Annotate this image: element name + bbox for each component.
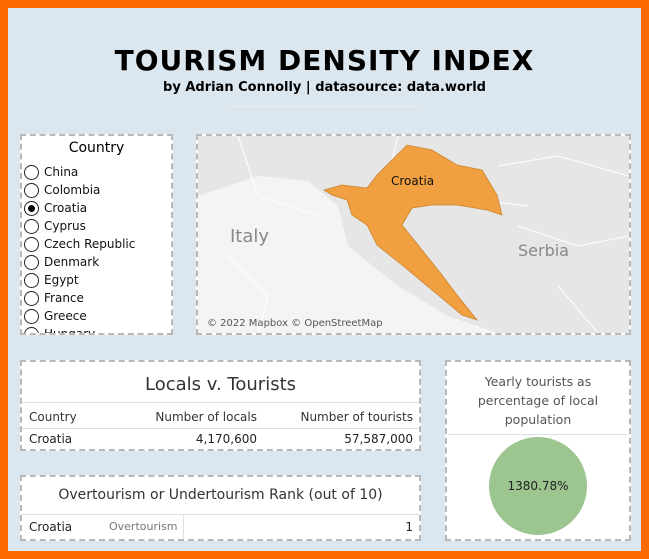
divider [230,106,420,107]
filter-title: Country [68,140,125,156]
pie-title: Yearly tourists as percentage of local p… [477,374,599,427]
rank-title: Overtourism or Undertourism Rank (out of… [58,487,383,503]
radio-label: France [44,291,84,305]
radio-button[interactable] [24,237,39,252]
radio-label: Czech Republic [44,237,136,251]
radio-label: Cyprus [44,219,86,233]
radio-option[interactable]: Czech Republic [24,236,164,254]
radio-button[interactable] [24,255,39,270]
radio-button[interactable] [24,309,39,324]
table-cell: 4,170,600 [195,432,257,446]
map-panel: Croatia Italy Serbia © 2022 Mapbox © Ope… [196,134,631,335]
radio-button[interactable] [24,165,39,180]
rule [22,402,419,403]
rule [183,515,184,539]
rank-cell: 1 [405,520,413,534]
radio-button[interactable] [24,201,39,216]
column-header: Country [29,410,77,424]
rule [447,434,629,435]
rule [22,428,419,429]
radio-label: China [44,165,79,179]
rank-cell: Croatia [29,520,73,534]
map-label: Italy [230,226,269,247]
radio-option[interactable]: Croatia [24,200,164,218]
rule [22,514,419,515]
map-label: Croatia [391,174,434,188]
radio-option[interactable]: Cyprus [24,218,164,236]
radio-label: Hungary [44,327,96,335]
radio-label: Greece [44,309,87,323]
pie-label: 1380.78% [507,479,568,493]
sea [198,176,498,333]
column-header: Number of locals [155,410,257,424]
croatia-shape[interactable] [323,144,503,321]
radio-option[interactable]: Colombia [24,182,164,200]
column-header: Number of tourists [300,410,413,424]
title: TOURISM DENSITY INDEX [114,44,535,77]
radio-label: Croatia [44,201,88,215]
table-cell: Croatia [29,432,73,446]
table-cell: 57,587,000 [344,432,413,446]
radio-option[interactable]: China [24,164,164,182]
attribution: © 2022 Mapbox © OpenStreetMap [207,318,383,329]
radio-label: Denmark [44,255,100,269]
map-label: Serbia [518,241,569,260]
table-panel: Locals v. Tourists Country Number of loc… [20,360,421,451]
rank-cell: Overtourism [109,520,178,533]
radio-button[interactable] [24,183,39,198]
rank-panel: Overtourism or Undertourism Rank (out of… [20,475,421,541]
pie-panel: Yearly tourists as percentage of local p… [445,360,631,541]
radio-option[interactable]: Hungary [24,326,164,335]
pie-slice[interactable] [489,437,587,535]
radio-option[interactable]: Egypt [24,272,164,290]
subtitle: by Adrian Connolly | datasource: data.wo… [163,80,486,95]
radio-option[interactable]: France [24,290,164,308]
radio-button[interactable] [24,327,39,333]
radio-button[interactable] [24,219,39,234]
table-title: Locals v. Tourists [144,374,297,395]
borders [227,136,629,333]
country-filter: Country China Colombia Croatia Cyprus Czech … [20,134,173,335]
map: Croatia Italy Serbia © 2022 Mapbox © Ope… [198,136,629,333]
radio-option[interactable]: Greece [24,308,164,326]
pie: 1380.78% [489,437,587,535]
radio-button[interactable] [24,291,39,306]
radio-label: Egypt [44,273,79,287]
radio-button[interactable] [24,273,39,288]
radio-option[interactable]: Denmark [24,254,164,272]
radio-label: Colombia [44,183,101,197]
